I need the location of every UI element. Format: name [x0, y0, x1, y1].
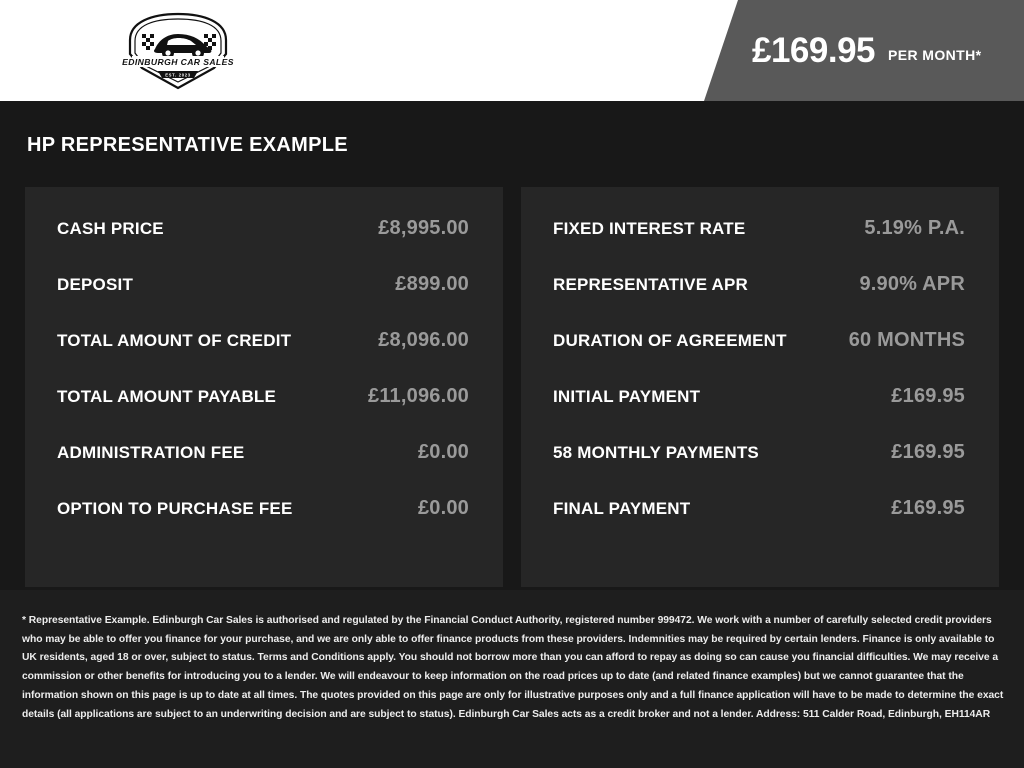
finance-row: OPTION TO PURCHASE FEE £0.00	[57, 497, 469, 553]
finance-row: ADMINISTRATION FEE £0.00	[57, 441, 469, 497]
finance-row-label: INITIAL PAYMENT	[553, 387, 701, 406]
finance-row-value: £899.00	[395, 273, 469, 295]
finance-row-label: FIXED INTEREST RATE	[553, 219, 746, 238]
finance-row-label: TOTAL AMOUNT PAYABLE	[57, 387, 277, 406]
page-header: EDINBURGH CAR SALES EST. 2023 £169.95 PE…	[0, 0, 1024, 101]
finance-row: CASH PRICE £8,995.00	[57, 217, 469, 273]
edinburgh-car-sales-logo[interactable]: EDINBURGH CAR SALES EST. 2023	[118, 10, 238, 92]
logo-badge-icon: EDINBURGH CAR SALES EST. 2023	[122, 12, 234, 90]
finance-row-value: £11,096.00	[368, 385, 469, 407]
monthly-price-amount: £169.95	[752, 31, 876, 70]
finance-row-label: REPRESENTATIVE APR	[553, 275, 749, 294]
finance-row-label: CASH PRICE	[57, 219, 164, 238]
monthly-price-banner: £169.95 PER MONTH*	[704, 0, 1024, 101]
finance-row-value: £169.95	[891, 385, 965, 407]
finance-row-label: DURATION OF AGREEMENT	[553, 331, 787, 350]
finance-row-label: DEPOSIT	[57, 275, 134, 294]
finance-panel-left: CASH PRICE £8,995.00 DEPOSIT £899.00 TOTAL A…	[25, 187, 503, 587]
monthly-price-period: PER MONTH*	[888, 46, 982, 63]
finance-row: DEPOSIT £899.00	[57, 273, 469, 329]
finance-row: REPRESENTATIVE APR 9.90% APR	[553, 273, 965, 329]
finance-row: DURATION OF AGREEMENT 60 MONTHS	[553, 329, 965, 385]
finance-details-section: HP REPRESENTATIVE EXAMPLE CASH PRICE £8,9…	[0, 101, 1024, 590]
finance-row-value: £8,995.00	[378, 217, 469, 239]
finance-row-label: TOTAL AMOUNT OF CREDIT	[57, 331, 292, 350]
finance-row-label: OPTION TO PURCHASE FEE	[57, 499, 293, 518]
logo-brand-text: EDINBURGH CAR SALES	[122, 57, 234, 67]
page-title: HP REPRESENTATIVE EXAMPLE	[27, 134, 348, 156]
car-icon	[154, 34, 212, 59]
finance-row: TOTAL AMOUNT OF CREDIT £8,096.00	[57, 329, 469, 385]
disclaimer-text: * Representative Example. Edinburgh Car …	[22, 615, 1004, 720]
finance-row-value: 9.90% APR	[859, 273, 965, 295]
finance-row-label: 58 MONTHLY PAYMENTS	[553, 443, 759, 462]
finance-row-value: £0.00	[417, 441, 469, 463]
finance-row-label: ADMINISTRATION FEE	[57, 443, 245, 462]
finance-row: TOTAL AMOUNT PAYABLE £11,096.00	[57, 385, 469, 441]
finance-columns: CASH PRICE £8,995.00 DEPOSIT £899.00 TOTAL A…	[25, 187, 999, 587]
finance-row-value: £169.95	[891, 497, 965, 519]
finance-row-value: 5.19% P.A.	[864, 217, 965, 239]
logo-established-text: EST. 2023	[165, 72, 191, 77]
finance-row-value: £0.00	[417, 497, 469, 519]
disclaimer-section: * Representative Example. Edinburgh Car …	[0, 590, 1024, 768]
finance-row-value: £8,096.00	[378, 329, 469, 351]
finance-row: INITIAL PAYMENT £169.95	[553, 385, 965, 441]
finance-row: FIXED INTEREST RATE 5.19% P.A.	[553, 217, 965, 273]
finance-row-label: FINAL PAYMENT	[553, 499, 691, 518]
finance-row: 58 MONTHLY PAYMENTS £169.95	[553, 441, 965, 497]
finance-row-value: £169.95	[891, 441, 965, 463]
finance-row: FINAL PAYMENT £169.95	[553, 497, 965, 553]
finance-row-value: 60 MONTHS	[848, 329, 965, 351]
finance-panel-right: FIXED INTEREST RATE 5.19% P.A. REPRESENTAT…	[521, 187, 999, 587]
